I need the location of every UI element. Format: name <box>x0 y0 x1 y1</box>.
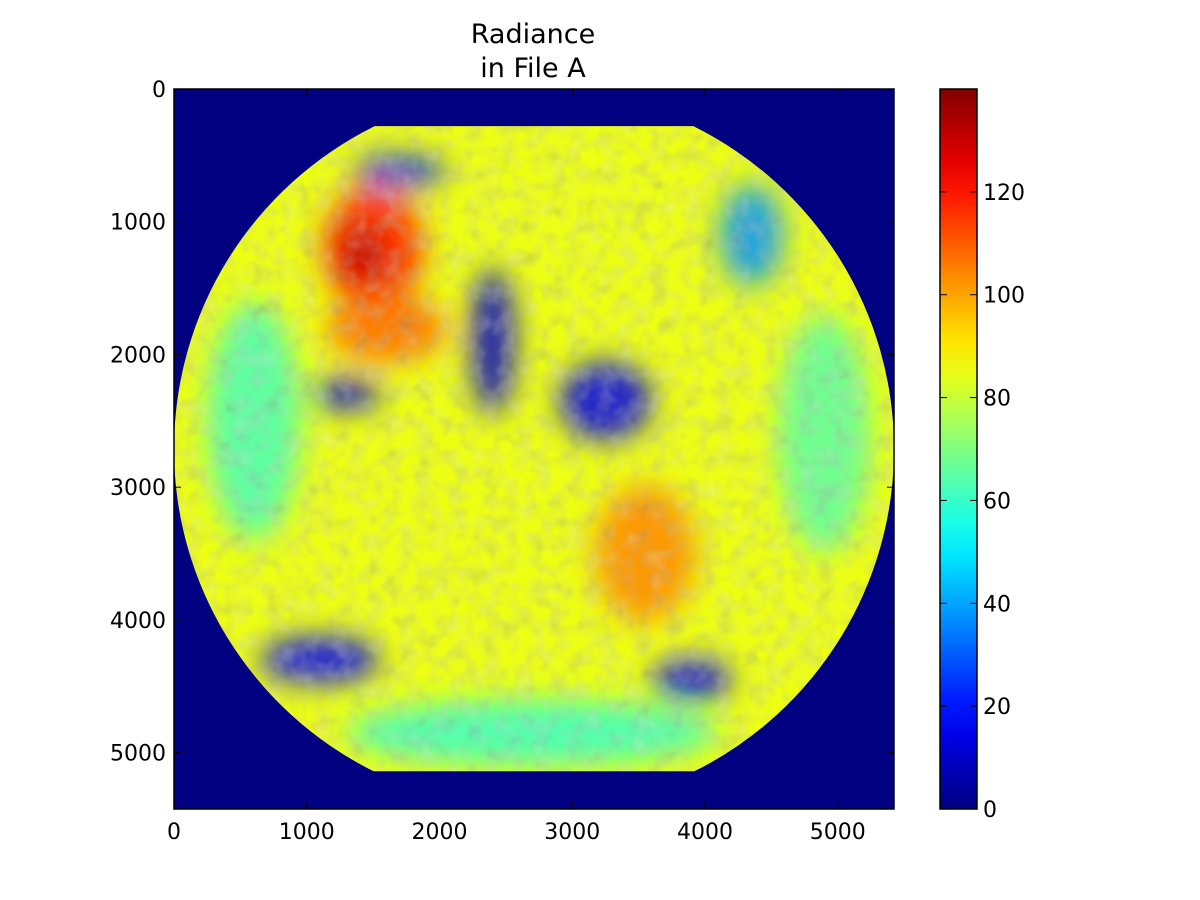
chart-title-line-1: Radiance <box>471 19 595 50</box>
colorbar-tick-label: 80 <box>983 387 1011 412</box>
chart-title-line-2: in File A <box>480 53 586 84</box>
x-axis: 0 1000 2000 3000 4000 5000 <box>167 89 866 845</box>
colorbar-tick-label: 120 <box>983 181 1025 206</box>
colorbar-tick-label: 20 <box>983 695 1011 720</box>
y-tick-label: 4000 <box>110 609 166 634</box>
earth-disk <box>174 126 894 772</box>
y-tick-label: 2000 <box>110 343 166 368</box>
y-tick-label: 1000 <box>110 211 166 236</box>
colorbar-gradient <box>940 89 977 809</box>
colorbar-tick-label: 60 <box>983 489 1011 514</box>
colorbar-tick-label: 0 <box>983 798 997 823</box>
radiance-image <box>174 89 894 809</box>
colorbar-tick-label: 40 <box>983 592 1011 617</box>
x-tick-label: 3000 <box>544 820 600 845</box>
colorbar-tick-label: 100 <box>983 284 1025 309</box>
x-tick-label: 5000 <box>810 820 866 845</box>
plot-frame <box>173 88 895 810</box>
y-tick-label: 5000 <box>110 742 166 767</box>
x-tick-label: 0 <box>167 820 181 845</box>
x-tick-label: 2000 <box>411 820 467 845</box>
x-tick-label: 1000 <box>279 820 335 845</box>
colorbar-frame <box>939 88 978 810</box>
colorbar: 0 20 40 60 80 100 120 <box>939 88 1025 823</box>
x-tick-label: 4000 <box>677 820 733 845</box>
texture-overlay <box>174 126 894 772</box>
y-tick-label: 0 <box>152 78 166 103</box>
y-axis: 0 1000 2000 3000 4000 5000 <box>110 78 894 767</box>
y-tick-label: 3000 <box>110 476 166 501</box>
